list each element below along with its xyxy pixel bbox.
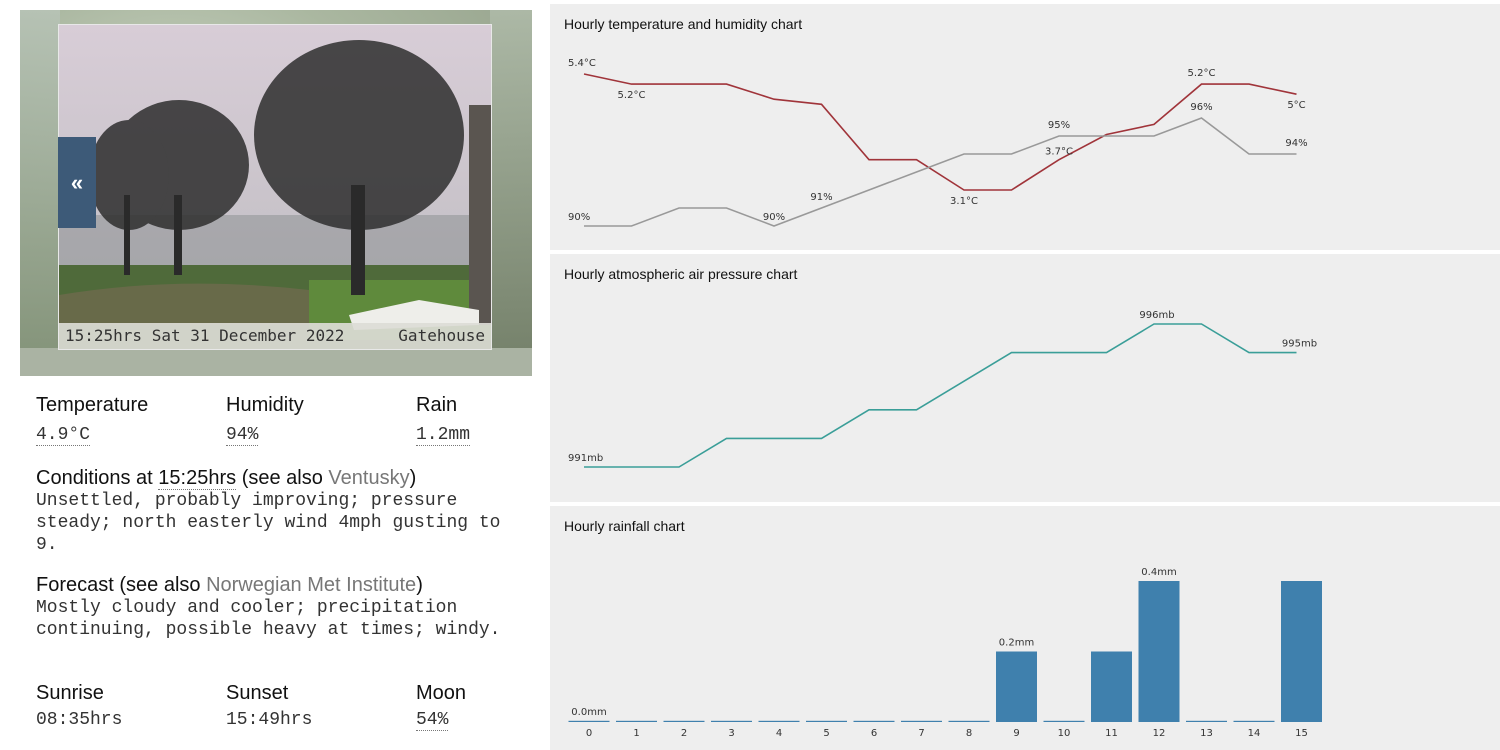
rainfall-bar[interactable]	[1091, 651, 1132, 723]
pressure-data-label: 995mb	[1282, 339, 1317, 350]
forecast-prefix: Forecast (see also	[36, 574, 207, 596]
sunrise-label: Sunrise	[36, 682, 104, 704]
rainfall-x-tick-label: 15	[1295, 728, 1308, 739]
moon-label: Moon	[416, 682, 467, 704]
temperature-data-label: 5.2°C	[1188, 68, 1216, 79]
rainfall-x-tick-label: 0	[586, 728, 592, 739]
rainfall-bar[interactable]	[806, 720, 847, 722]
temperature-data-label: 5.2°C	[618, 90, 646, 101]
conditions-text: Unsettled, probably improving; pressure …	[36, 491, 501, 555]
rainfall-bar[interactable]	[758, 720, 800, 722]
pressure-series-line	[584, 323, 1297, 468]
pressure-data-label: 991mb	[568, 453, 603, 464]
rainfall-bar[interactable]	[1138, 581, 1180, 722]
rainfall-data-label: 0.4mm	[1141, 567, 1176, 578]
rainfall-x-tick-label: 8	[966, 728, 972, 739]
rainfall-x-tick-label: 12	[1153, 728, 1166, 739]
rainfall-x-tick-label: 13	[1200, 728, 1213, 739]
moon-value[interactable]: 54%	[416, 710, 449, 731]
rainfall-chart-title: Hourly rainfall chart	[564, 518, 685, 534]
rainfall-x-tick-label: 6	[871, 728, 877, 739]
conditions-time[interactable]: 15:25hrs	[158, 467, 237, 490]
ventusky-link[interactable]: Ventusky	[328, 467, 410, 489]
humidity-label: Humidity	[226, 394, 304, 416]
humidity-data-label: 90%	[763, 212, 785, 223]
rainfall-bar[interactable]	[616, 720, 657, 722]
rainfall-data-label: 0.2mm	[999, 638, 1034, 649]
rainfall-x-tick-label: 5	[823, 728, 829, 739]
rainfall-x-tick-label: 2	[681, 728, 687, 739]
rainfall-bar[interactable]	[1043, 720, 1085, 722]
temperature-data-label: 3.1°C	[950, 196, 978, 207]
temperature-value[interactable]: 4.9°C	[36, 425, 91, 446]
sunset-label: Sunset	[226, 682, 289, 704]
pressure-chart-title: Hourly atmospheric air pressure chart	[564, 266, 798, 282]
temperature-humidity-chart[interactable]: 5.4°C 5.2°C 3.1°C 3.7°C 5.2°C 5°C 90% 90% 91% 95%…	[550, 4, 1500, 250]
rainfall-x-tick-label: 10	[1058, 728, 1071, 739]
temperature-humidity-chart-title: Hourly temperature and humidity chart	[564, 16, 803, 32]
met-institute-link[interactable]: Norwegian Met Institute	[206, 574, 417, 596]
temperature-data-label: 5.4°C	[568, 58, 596, 69]
conditions-suffix: )	[409, 467, 417, 489]
conditions-see-also: (see also	[236, 467, 329, 489]
humidity-data-label: 90%	[568, 212, 590, 223]
humidity-data-label: 94%	[1285, 138, 1307, 149]
rainfall-bar[interactable]	[948, 720, 990, 722]
rainfall-x-tick-label: 1	[633, 728, 639, 739]
rainfall-bar[interactable]	[568, 720, 610, 722]
rainfall-x-tick-label: 14	[1248, 728, 1261, 739]
conditions-prefix: Conditions at	[36, 467, 159, 489]
webcam-image[interactable]: 15:25hrs Sat 31 December 2022 Gatehouse	[58, 24, 492, 350]
rainfall-bar[interactable]	[1281, 581, 1322, 722]
pressure-data-label: 996mb	[1139, 310, 1174, 321]
sunset-value: 15:49hrs	[226, 710, 313, 730]
rain-label: Rain	[416, 394, 458, 416]
rainfall-bar[interactable]	[711, 720, 752, 722]
rainfall-bar[interactable]	[996, 651, 1037, 723]
temperature-data-label: 5°C	[1287, 100, 1305, 111]
webcam-scene	[59, 25, 491, 349]
previous-image-button[interactable]: «	[58, 137, 96, 228]
rainfall-bar[interactable]	[1233, 720, 1275, 722]
webcam-location: Gatehouse	[398, 326, 485, 345]
double-chevron-left-icon: «	[70, 169, 84, 195]
temperature-data-label: 3.7°C	[1045, 147, 1073, 158]
rainfall-bar[interactable]	[663, 720, 705, 722]
pressure-chart[interactable]: 991mb 996mb 995mb	[550, 254, 1500, 502]
rain-value[interactable]: 1.2mm	[416, 425, 471, 446]
rainfall-x-tick-label: 11	[1105, 728, 1118, 739]
rainfall-bar[interactable]	[901, 720, 942, 722]
humidity-data-label: 91%	[810, 192, 832, 203]
humidity-data-label: 96%	[1190, 102, 1212, 113]
forecast-suffix: )	[416, 574, 423, 596]
rainfall-x-tick-label: 7	[918, 728, 924, 739]
rainfall-data-label: 0.0mm	[571, 707, 606, 718]
rainfall-x-tick-label: 3	[728, 728, 734, 739]
temperature-humidity-panel: Hourly temperature and humidity chart 5.…	[550, 4, 1500, 250]
rainfall-bar[interactable]	[1186, 720, 1227, 722]
rainfall-x-tick-label: 9	[1013, 728, 1019, 739]
pressure-panel: Hourly atmospheric air pressure chart 99…	[550, 254, 1500, 502]
rainfall-panel: Hourly rainfall chart 0 1 2 3 4 5 6 7 8 9 10 11 12 13…	[550, 506, 1500, 750]
temperature-series-line	[583, 73, 1297, 191]
webcam-timestamp: 15:25hrs Sat 31 December 2022	[65, 326, 345, 345]
forecast-text: Mostly cloudy and cooler; precipitation …	[36, 598, 501, 640]
rainfall-x-tick-label: 4	[776, 728, 782, 739]
humidity-data-label: 95%	[1048, 120, 1070, 131]
humidity-series-line	[584, 117, 1297, 227]
conditions-heading: Conditions at 15:25hrs (see also Ventusk…	[36, 467, 416, 490]
forecast-heading: Forecast (see also Norwegian Met Institu…	[36, 574, 423, 597]
temperature-label: Temperature	[36, 394, 149, 416]
humidity-value[interactable]: 94%	[226, 425, 259, 446]
sunrise-value: 08:35hrs	[36, 710, 123, 730]
rainfall-bar[interactable]	[853, 720, 895, 722]
webcam-caption: 15:25hrs Sat 31 December 2022 Gatehouse	[59, 323, 491, 349]
